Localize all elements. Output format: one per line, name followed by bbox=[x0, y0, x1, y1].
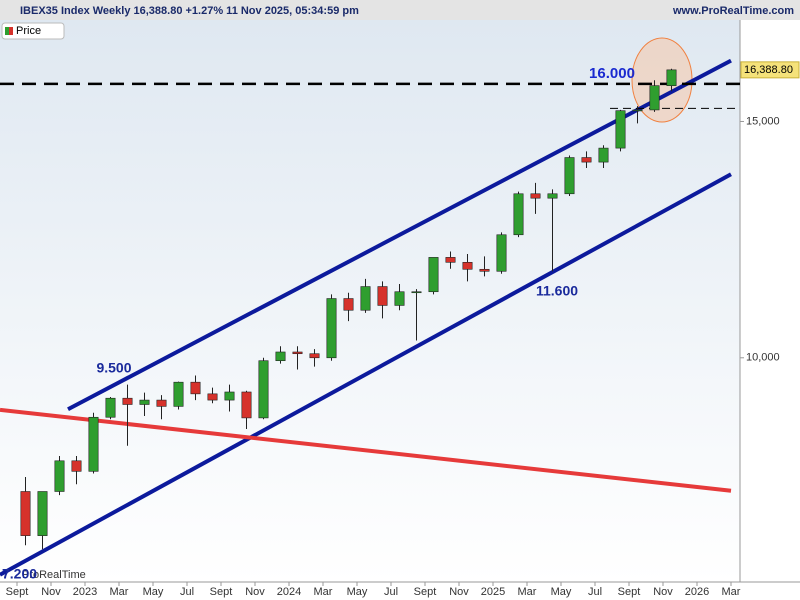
x-tick-label: 2026 bbox=[685, 586, 709, 598]
annotation: 9.500 bbox=[96, 360, 131, 376]
candle-body bbox=[326, 298, 337, 359]
candle-body bbox=[207, 393, 218, 401]
candle-body bbox=[598, 147, 609, 163]
candle-body bbox=[666, 69, 677, 86]
candle-body bbox=[190, 381, 201, 395]
x-tick-label: Nov bbox=[41, 586, 61, 598]
candle-body bbox=[649, 85, 660, 111]
legend-icon bbox=[5, 27, 9, 35]
annotation: 7.200 bbox=[2, 566, 37, 582]
x-tick-label: Nov bbox=[449, 586, 469, 598]
annotation: 11.600 bbox=[536, 283, 578, 299]
candle-body bbox=[156, 399, 167, 407]
candle-body bbox=[71, 460, 82, 472]
legend-label: Price bbox=[16, 25, 41, 37]
candle-body bbox=[309, 353, 320, 359]
candle-body bbox=[258, 360, 269, 419]
x-tick-label: May bbox=[143, 586, 164, 598]
candle-body bbox=[530, 193, 541, 199]
candle-body bbox=[224, 391, 235, 401]
candle-body bbox=[105, 397, 116, 418]
x-tick-label: Sept bbox=[414, 586, 437, 598]
trend-line bbox=[0, 407, 732, 493]
candle-body bbox=[54, 460, 65, 492]
candle-body bbox=[581, 157, 592, 163]
trend-line bbox=[0, 172, 732, 577]
candle-body bbox=[37, 491, 48, 536]
x-tick-label: Jul bbox=[180, 586, 194, 598]
legend-box[interactable] bbox=[1, 22, 65, 40]
level-label: 16.000 bbox=[589, 65, 635, 82]
x-tick-label: 2025 bbox=[481, 586, 505, 598]
x-tick-label: Sept bbox=[618, 586, 641, 598]
candle-body bbox=[496, 234, 507, 272]
candle-body bbox=[122, 397, 133, 405]
x-tick-label: 2023 bbox=[73, 586, 97, 598]
x-tick-label: Sept bbox=[210, 586, 233, 598]
legend-icon bbox=[9, 27, 13, 35]
x-tick-label: Sept bbox=[6, 586, 29, 598]
candle-body bbox=[513, 193, 524, 236]
candle-body bbox=[360, 286, 371, 311]
candle-body bbox=[377, 286, 388, 306]
x-tick-label: Jul bbox=[384, 586, 398, 598]
y-tick-label: 15,000 bbox=[746, 115, 780, 127]
candle-body bbox=[275, 351, 286, 362]
x-tick-label: Mar bbox=[314, 586, 333, 598]
candle-body bbox=[394, 291, 405, 306]
candle-body bbox=[479, 268, 490, 272]
candle-body bbox=[615, 110, 626, 149]
y-tick-label: 10,000 bbox=[746, 352, 780, 364]
chart-title: IBEX35 Index Weekly 16,388.80 +1.27% 11 … bbox=[20, 5, 359, 17]
x-tick-label: Nov bbox=[245, 586, 265, 598]
source: www.ProRealTime.com bbox=[672, 5, 794, 17]
candle-body bbox=[20, 491, 31, 536]
candle-body bbox=[462, 262, 473, 270]
candle-body bbox=[343, 298, 354, 311]
candle-body bbox=[241, 391, 252, 419]
watermark: ProRealTime bbox=[22, 569, 86, 581]
candle-body bbox=[292, 351, 303, 355]
x-tick-label: Jul bbox=[588, 586, 602, 598]
price-tag bbox=[740, 61, 800, 79]
candle-body bbox=[428, 257, 439, 293]
x-tick-label: Mar bbox=[110, 586, 129, 598]
candle-body bbox=[632, 109, 643, 112]
candle-body bbox=[445, 257, 456, 263]
candle-body bbox=[88, 416, 99, 472]
x-tick-label: 2024 bbox=[277, 586, 301, 598]
x-tick-label: Mar bbox=[722, 586, 741, 598]
x-tick-label: May bbox=[347, 586, 368, 598]
price-tag-label: 16,388.80 bbox=[744, 64, 793, 76]
candle-body bbox=[173, 381, 184, 407]
x-tick-label: Mar bbox=[518, 586, 537, 598]
x-tick-label: Nov bbox=[653, 586, 673, 598]
candle-body bbox=[411, 291, 422, 294]
candle-body bbox=[139, 399, 150, 405]
candle-body bbox=[564, 157, 575, 195]
header bbox=[0, 0, 800, 20]
x-tick-label: May bbox=[551, 586, 572, 598]
candle-body bbox=[547, 193, 558, 199]
